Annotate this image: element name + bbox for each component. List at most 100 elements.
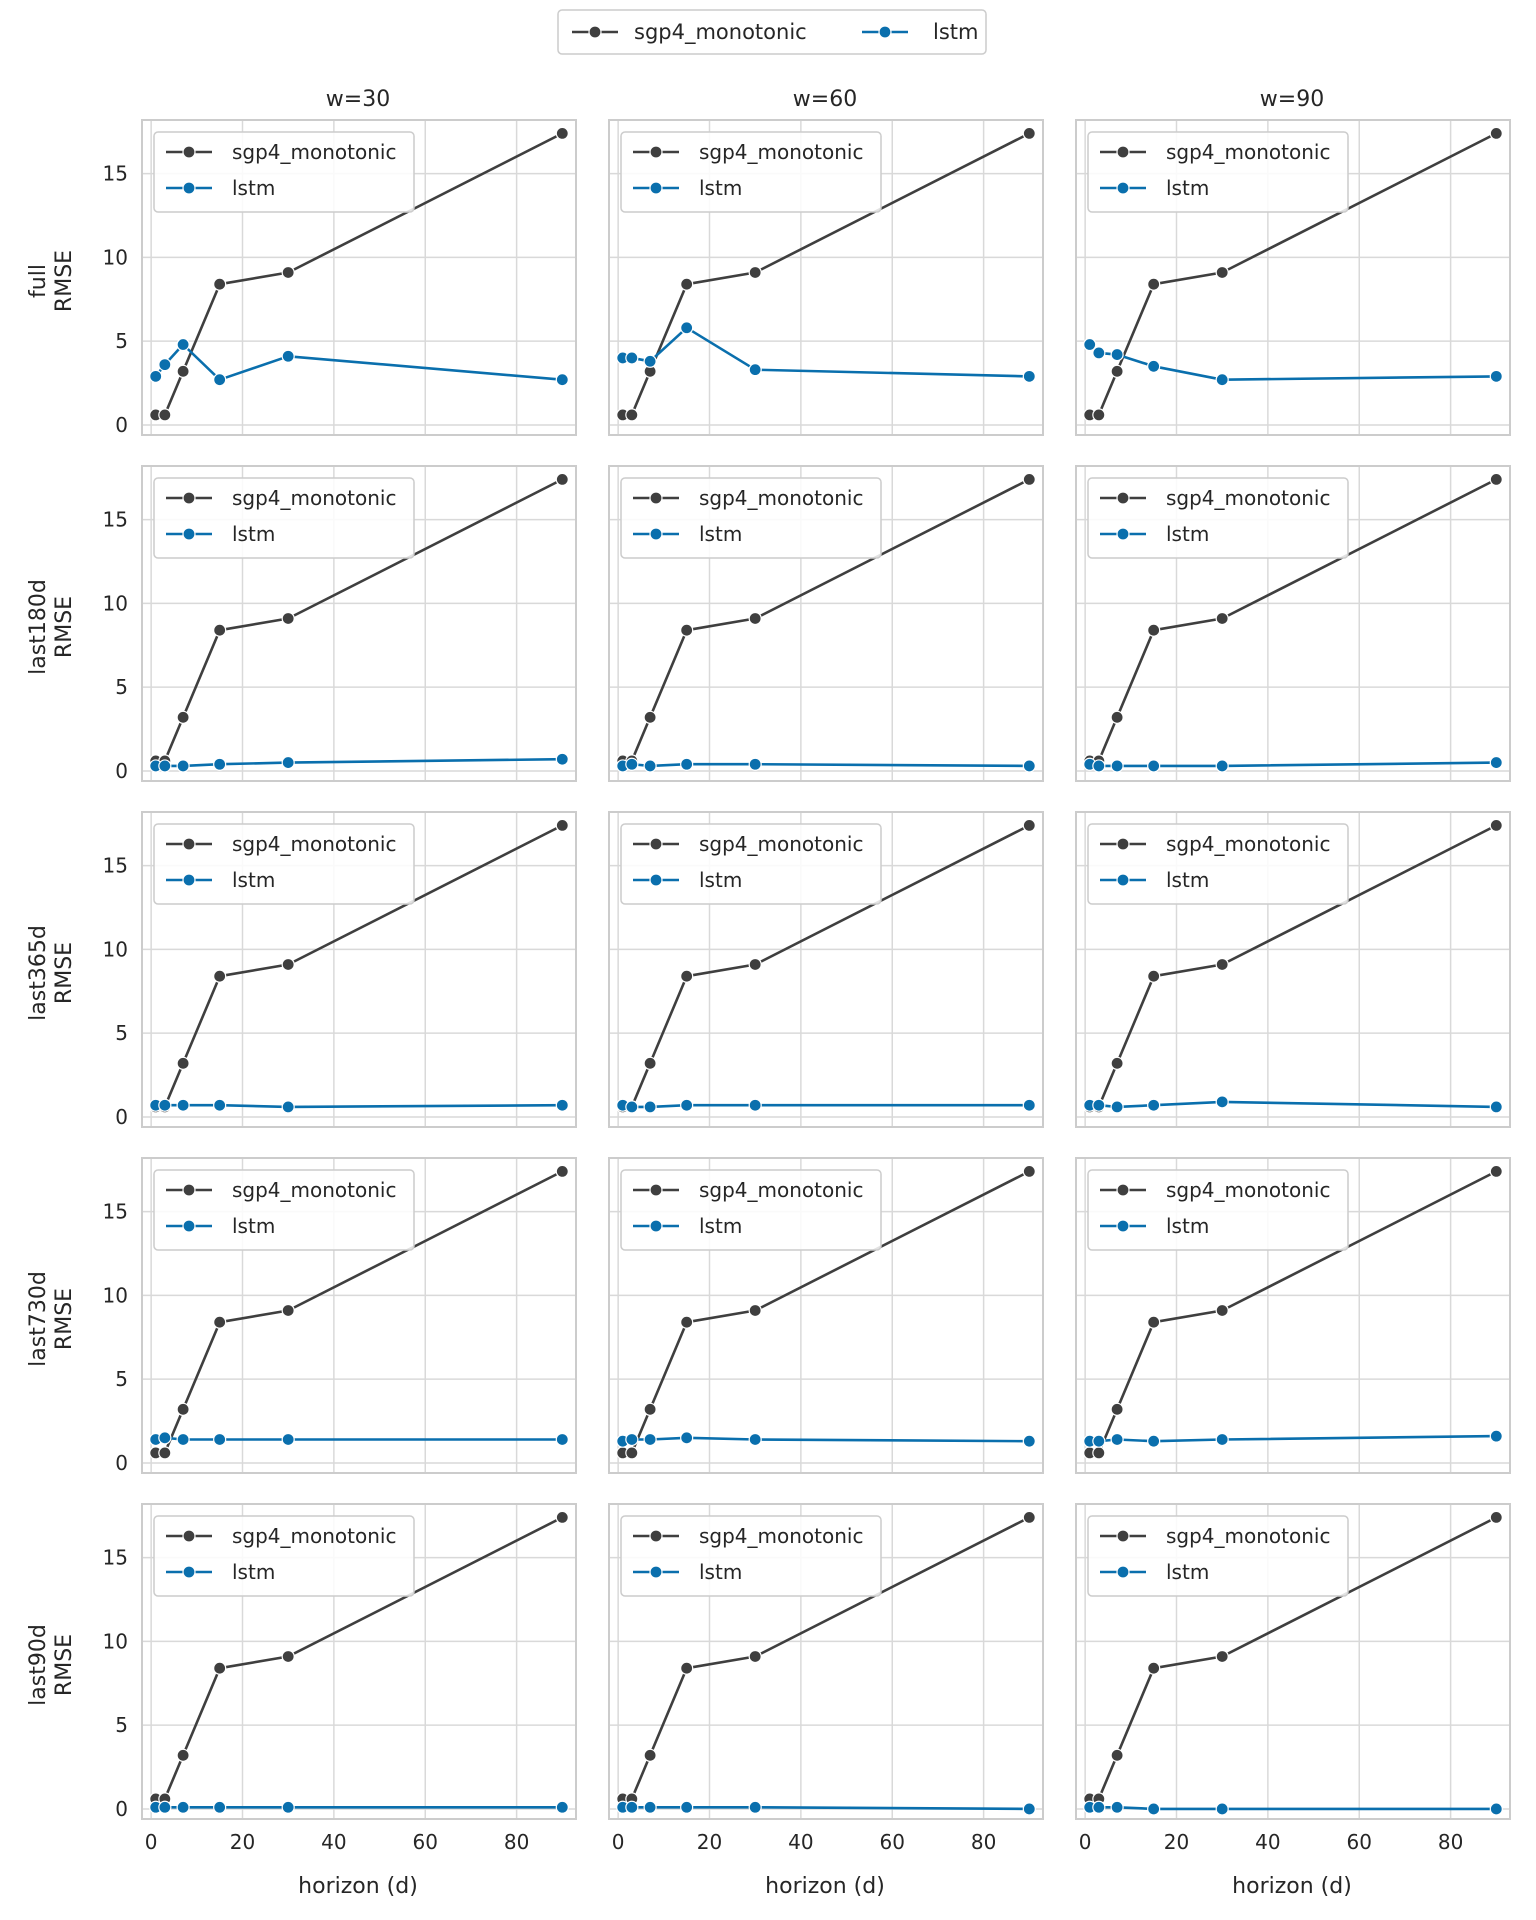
panel-legend-entry-lstm: lstm xyxy=(1100,1560,1209,1584)
panel-legend-label: sgp4_monotonic xyxy=(699,486,863,510)
panel-legend-entry-sgp4-monotonic: sgp4_monotonic xyxy=(1100,140,1330,164)
data-point-lstm xyxy=(1022,1098,1036,1112)
y-tick-label: 5 xyxy=(115,1021,128,1045)
data-point-sgp4-monotonic xyxy=(680,277,694,291)
x-axis-label-col1: horizon (d) xyxy=(298,1874,418,1899)
row-label-last365d-name: last365d xyxy=(26,925,51,1021)
row-label-last730d-name: last730d xyxy=(26,1271,51,1367)
x-tick-label: 80 xyxy=(1438,1830,1463,1854)
data-point-lstm xyxy=(555,1098,569,1112)
panel-legend-label: lstm xyxy=(232,868,275,892)
panel-legend-frame xyxy=(1087,823,1349,905)
data-point-sgp4-monotonic xyxy=(1092,1446,1106,1460)
data-point-lstm xyxy=(213,1432,227,1447)
panel-legend-frame xyxy=(153,1515,415,1597)
data-point-sgp4-monotonic xyxy=(643,710,657,724)
column-title-w60: w=60 xyxy=(793,87,857,112)
data-point-sgp4-monotonic xyxy=(213,277,227,291)
panel-legend-label: sgp4_monotonic xyxy=(1166,832,1330,856)
data-point-lstm xyxy=(1489,1802,1503,1816)
data-point-sgp4-monotonic xyxy=(281,611,295,626)
panel-legend-label: sgp4_monotonic xyxy=(232,140,396,164)
data-point-sgp4-monotonic xyxy=(1215,265,1229,280)
panel-legend-label: lstm xyxy=(1166,1214,1209,1238)
panel-legend-label: sgp4_monotonic xyxy=(699,140,863,164)
data-point-sgp4-monotonic xyxy=(1147,623,1161,637)
panel-frame xyxy=(1075,811,1511,1128)
data-point-sgp4-monotonic xyxy=(680,1315,694,1329)
data-point-sgp4-monotonic xyxy=(643,1748,657,1762)
row-label-last180d-name: last180d xyxy=(26,579,51,675)
data-point-sgp4-monotonic xyxy=(281,1649,295,1664)
panel-frame xyxy=(608,1503,1044,1820)
panel-legend-label: sgp4_monotonic xyxy=(232,486,396,510)
panel-frame xyxy=(141,1157,577,1474)
data-point-lstm xyxy=(1215,1432,1229,1447)
panel-legend-label: sgp4_monotonic xyxy=(1166,486,1330,510)
panel-frame xyxy=(141,465,577,782)
data-point-lstm xyxy=(748,1800,762,1814)
data-point-lstm xyxy=(1215,1802,1229,1816)
figure-legend-label-sgp4-monotonic: sgp4_monotonic xyxy=(634,20,807,45)
y-tick-label: 10 xyxy=(103,1283,128,1307)
panel-legend-entry-lstm: lstm xyxy=(166,868,275,892)
panel-legend-frame xyxy=(153,477,415,559)
y-tick-label: 0 xyxy=(115,1105,128,1129)
panel-legend-label: sgp4_monotonic xyxy=(232,1524,396,1548)
panel-legend-frame xyxy=(620,131,882,213)
data-point-sgp4-monotonic xyxy=(1489,818,1503,833)
panel-legend-frame xyxy=(1087,1515,1349,1597)
data-point-sgp4-monotonic xyxy=(1147,277,1161,291)
data-point-lstm xyxy=(555,1800,569,1814)
data-point-lstm xyxy=(176,337,190,352)
y-tick-label: 0 xyxy=(115,1797,128,1821)
panel-legend-label: lstm xyxy=(1166,868,1209,892)
row-label-last365d: last365d RMSE xyxy=(26,925,77,1021)
data-point-sgp4-monotonic xyxy=(643,1056,657,1070)
data-point-lstm xyxy=(1022,369,1036,383)
panel-frame xyxy=(141,811,577,1128)
data-point-sgp4-monotonic xyxy=(1489,1510,1503,1525)
data-point-sgp4-monotonic xyxy=(1215,1303,1229,1318)
data-point-lstm xyxy=(1022,1802,1036,1816)
x-tick-label: 20 xyxy=(230,1830,255,1854)
y-tick-label: 0 xyxy=(115,1451,128,1475)
data-point-sgp4-monotonic xyxy=(1110,1402,1124,1416)
data-point-lstm xyxy=(213,373,227,387)
data-point-lstm xyxy=(1489,1100,1503,1114)
row-label-full-name: full xyxy=(26,264,51,298)
y-tick-label: 10 xyxy=(103,245,128,269)
x-axis-label-col3: horizon (d) xyxy=(1232,1874,1352,1899)
data-point-lstm xyxy=(281,349,295,363)
data-point-lstm xyxy=(1022,759,1036,773)
data-point-lstm xyxy=(1092,759,1106,773)
row-label-last730d-unit: RMSE xyxy=(52,1288,77,1350)
figure-legend-entry-sgp4-monotonic: sgp4_monotonic xyxy=(572,20,807,45)
data-point-lstm xyxy=(1110,1432,1124,1447)
panel-legend-label: lstm xyxy=(1166,1560,1209,1584)
data-point-sgp4-monotonic xyxy=(158,1446,172,1460)
data-point-lstm xyxy=(643,354,657,368)
panel-frame xyxy=(141,1503,577,1820)
data-point-lstm xyxy=(643,759,657,773)
figure-legend: sgp4_monotonic lstm xyxy=(557,9,987,55)
panel-frame xyxy=(608,119,1044,436)
y-tick-label: 15 xyxy=(103,1200,128,1224)
x-tick-label: 0 xyxy=(145,1830,158,1854)
data-point-lstm xyxy=(1489,369,1503,383)
row-label-full-unit: RMSE xyxy=(52,250,77,312)
panel-legend-entry-lstm: lstm xyxy=(1100,868,1209,892)
data-point-sgp4-monotonic xyxy=(158,408,172,422)
data-point-lstm xyxy=(149,369,163,383)
data-point-sgp4-monotonic xyxy=(176,1748,190,1762)
data-point-sgp4-monotonic xyxy=(555,1510,569,1525)
data-point-lstm xyxy=(748,1432,762,1447)
